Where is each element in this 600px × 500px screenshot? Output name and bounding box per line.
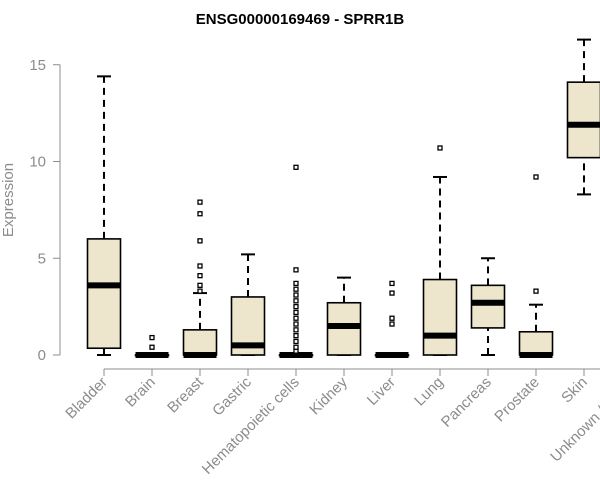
outlier-point bbox=[197, 263, 203, 269]
box-rect bbox=[470, 284, 506, 329]
x-tick-label: Breast bbox=[164, 373, 207, 416]
box-0 bbox=[86, 75, 122, 356]
box-rect bbox=[518, 330, 554, 356]
outlier-point bbox=[197, 199, 203, 205]
outlier-point bbox=[149, 344, 155, 350]
x-tick-label: Lung bbox=[411, 374, 447, 410]
box-3 bbox=[230, 253, 266, 356]
outlier-point bbox=[197, 211, 203, 217]
y-tick-label: 15 bbox=[29, 57, 46, 74]
box-10 bbox=[566, 38, 600, 196]
chart-title: ENSG00000169469 - SPRR1B bbox=[196, 11, 405, 28]
outlier-point bbox=[293, 327, 299, 333]
outlier-point bbox=[293, 298, 299, 304]
outlier-point bbox=[293, 309, 299, 316]
box-8 bbox=[470, 257, 506, 356]
x-tick-label: Liver bbox=[364, 374, 399, 409]
outlier-point bbox=[293, 280, 299, 287]
outlier-point bbox=[293, 315, 299, 321]
outlier-point bbox=[293, 164, 299, 170]
box-7 bbox=[422, 145, 458, 356]
outlier-point bbox=[533, 174, 539, 180]
x-tick-label: Kidney bbox=[306, 373, 351, 418]
outlier-point bbox=[197, 238, 203, 244]
x-tick-label: Pancreas bbox=[438, 374, 495, 431]
outlier-point bbox=[437, 145, 443, 151]
y-tick-label: 10 bbox=[29, 154, 46, 171]
y-axis: 0 5 10 15 bbox=[29, 57, 61, 364]
outlier-point bbox=[389, 321, 395, 327]
box-rect bbox=[566, 81, 600, 159]
outlier-point bbox=[293, 344, 299, 350]
y-tick-label: 5 bbox=[38, 250, 46, 267]
outlier-point bbox=[293, 338, 299, 345]
box-6 bbox=[374, 280, 410, 358]
outlier-point bbox=[389, 315, 395, 321]
box-5 bbox=[326, 276, 362, 356]
outlier-point bbox=[389, 280, 395, 287]
outlier-point bbox=[197, 282, 203, 288]
outlier-point bbox=[197, 273, 203, 279]
box-1 bbox=[134, 334, 170, 358]
box-rect bbox=[182, 329, 218, 356]
x-tick-label: Skin bbox=[558, 374, 591, 407]
outlier-point bbox=[389, 290, 395, 296]
outlier-point bbox=[293, 303, 299, 310]
box-4 bbox=[278, 164, 314, 358]
x-tick-label: Bladder bbox=[62, 374, 111, 423]
outlier-point bbox=[197, 288, 203, 294]
outlier-point bbox=[293, 321, 299, 327]
y-axis-label: Expression bbox=[0, 163, 17, 237]
box-rect bbox=[422, 278, 458, 356]
outlier-point bbox=[149, 334, 155, 341]
box-2 bbox=[182, 199, 218, 358]
y-tick-label: 0 bbox=[38, 347, 46, 364]
box-9 bbox=[518, 174, 554, 358]
x-tick-label: Gastric bbox=[209, 373, 255, 419]
outlier-point bbox=[293, 286, 299, 292]
box-rect bbox=[86, 238, 122, 350]
x-tick-label: Brain bbox=[122, 374, 159, 411]
outlier-point bbox=[293, 292, 299, 298]
outlier-point bbox=[293, 332, 299, 339]
x-tick-label: Prostate bbox=[491, 374, 543, 426]
outlier-point bbox=[533, 288, 539, 294]
outlier-point bbox=[293, 267, 299, 273]
boxes-group bbox=[86, 38, 600, 358]
